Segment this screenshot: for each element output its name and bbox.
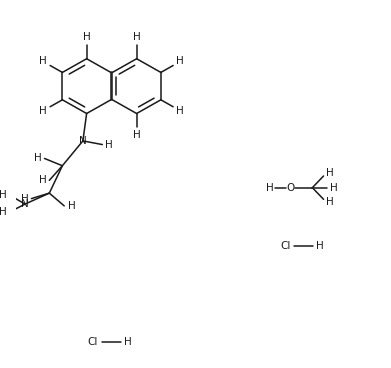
Text: H: H — [326, 197, 334, 207]
Text: H: H — [266, 183, 274, 193]
Text: H: H — [133, 130, 140, 141]
Text: Cl: Cl — [88, 337, 98, 347]
Text: N: N — [21, 199, 29, 209]
Text: H: H — [326, 168, 334, 178]
Text: H: H — [21, 194, 29, 204]
Text: H: H — [0, 190, 7, 200]
Text: H: H — [39, 106, 47, 116]
Text: H: H — [34, 153, 41, 163]
Text: H: H — [124, 337, 131, 347]
Text: H: H — [0, 207, 7, 217]
Text: H: H — [316, 241, 324, 251]
Text: N: N — [79, 136, 87, 146]
Text: H: H — [68, 201, 75, 211]
Text: H: H — [39, 175, 47, 185]
Text: H: H — [176, 56, 184, 67]
Text: H: H — [176, 106, 184, 116]
Text: H: H — [133, 32, 140, 42]
Text: H: H — [105, 139, 113, 149]
Text: H: H — [39, 56, 47, 67]
Text: H: H — [330, 183, 338, 193]
Text: H: H — [83, 32, 90, 42]
Text: Cl: Cl — [280, 241, 291, 251]
Text: O: O — [287, 183, 295, 193]
